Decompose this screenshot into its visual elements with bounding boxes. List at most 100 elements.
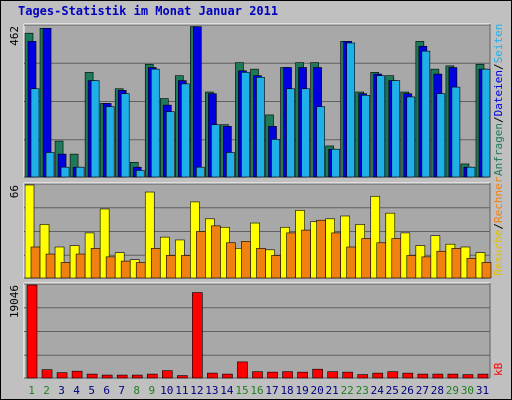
bar-kb-day-19 <box>297 371 308 379</box>
x-tick-label-day-9: 9 <box>148 384 155 397</box>
bar-kb-day-15 <box>237 361 248 379</box>
bar-kb-day-5 <box>86 373 98 379</box>
x-tick-label-day-30: 30 <box>461 384 474 397</box>
bar-seiten-day-3 <box>60 166 70 178</box>
bar-rechner-day-26 <box>406 255 417 279</box>
bar-seiten-day-7 <box>120 93 130 178</box>
bar-seiten-day-31 <box>481 68 491 178</box>
bar-seiten-day-30 <box>466 166 476 178</box>
bar-kb-day-22 <box>342 371 353 379</box>
legend-top-series: Anfragen/Dateien/Seiten <box>492 24 505 176</box>
bar-kb-day-27 <box>417 373 429 379</box>
bar-kb-day-24 <box>372 372 384 379</box>
bar-rechner-day-17 <box>271 255 281 279</box>
x-tick-label-day-16: 16 <box>250 384 263 397</box>
bar-rechner-day-11 <box>181 255 191 279</box>
bar-rechner-day-6 <box>105 256 116 279</box>
bar-kb-day-11 <box>177 375 188 379</box>
bar-rechner-day-31 <box>481 262 492 279</box>
x-tick-label-day-7: 7 <box>118 384 125 397</box>
bar-kb-day-1 <box>26 284 38 379</box>
bar-seiten-day-25 <box>391 80 401 178</box>
bar-rechner-day-21 <box>331 232 341 279</box>
bar-seiten-day-26 <box>406 96 416 178</box>
x-tick-label-day-27: 27 <box>416 384 429 397</box>
x-tick-label-day-29: 29 <box>446 384 459 397</box>
x-tick-label-day-5: 5 <box>88 384 95 397</box>
bar-rechner-day-23 <box>361 238 372 279</box>
bar-seiten-day-2 <box>45 152 55 178</box>
bar-rechner-day-10 <box>165 255 176 279</box>
panel-bottom-background <box>24 283 490 378</box>
bar-kb-day-12 <box>192 292 203 379</box>
x-tick-label-day-25: 25 <box>386 384 399 397</box>
bar-rechner-day-18 <box>286 232 296 279</box>
bar-rechner-day-1 <box>30 246 41 279</box>
bar-seiten-day-21 <box>331 148 340 178</box>
bar-kb-day-2 <box>41 369 53 379</box>
bar-seiten-day-22 <box>346 42 355 178</box>
bar-besuche-day-24 <box>370 195 381 279</box>
bar-seiten-day-19 <box>301 88 310 178</box>
bar-kb-day-17 <box>267 371 278 379</box>
x-tick-label-day-2: 2 <box>43 384 50 397</box>
bar-besuche-day-6 <box>99 208 110 279</box>
bar-seiten-day-12 <box>196 166 205 178</box>
bar-seiten-day-10 <box>165 111 175 178</box>
bar-rechner-day-9 <box>150 248 161 279</box>
x-tick-label-day-26: 26 <box>401 384 414 397</box>
bar-rechner-day-4 <box>75 253 86 279</box>
panel-middle-ymax-label: 66 <box>8 185 21 198</box>
bar-seiten-day-18 <box>286 88 295 178</box>
x-tick-label-day-10: 10 <box>160 384 173 397</box>
bar-rechner-day-16 <box>256 248 266 279</box>
bar-seiten-day-6 <box>105 106 115 178</box>
bar-rechner-day-20 <box>316 219 326 279</box>
bar-kb-day-6 <box>101 374 113 379</box>
bar-rechner-day-28 <box>436 250 447 279</box>
x-tick-label-day-3: 3 <box>58 384 65 397</box>
x-tick-label-day-6: 6 <box>103 384 110 397</box>
bar-rechner-day-25 <box>391 238 402 279</box>
bar-kb-day-28 <box>432 373 444 379</box>
bar-seiten-day-17 <box>271 139 280 178</box>
bar-seiten-day-4 <box>75 166 85 178</box>
bar-seiten-day-14 <box>226 152 235 178</box>
bar-rechner-day-8 <box>135 262 146 279</box>
legend-bottom-series: kB <box>492 362 505 376</box>
bar-seiten-day-11 <box>181 83 190 178</box>
legend-middle-series: Besuche/Rechner <box>492 176 505 276</box>
bar-rechner-day-22 <box>346 246 356 279</box>
x-tick-label-day-4: 4 <box>73 384 80 397</box>
x-tick-label-day-17: 17 <box>265 384 278 397</box>
x-tick-label-day-28: 28 <box>431 384 444 397</box>
bar-seiten-day-1 <box>30 88 40 178</box>
x-tick-label-day-11: 11 <box>175 384 188 397</box>
bar-kb-day-3 <box>56 372 68 379</box>
x-tick-label-day-13: 13 <box>205 384 218 397</box>
bar-kb-day-9 <box>146 373 158 379</box>
bar-kb-day-13 <box>207 372 218 379</box>
bar-kb-day-8 <box>131 374 143 379</box>
bar-kb-day-18 <box>282 371 293 379</box>
bar-rechner-day-27 <box>421 256 432 279</box>
bar-seiten-day-27 <box>421 50 431 178</box>
x-tick-label-day-20: 20 <box>311 384 324 397</box>
bar-seiten-day-24 <box>376 75 386 178</box>
bar-kb-day-20 <box>312 368 323 379</box>
bar-rechner-day-5 <box>90 248 101 279</box>
bar-besuche-day-1 <box>24 184 35 279</box>
bar-kb-day-25 <box>387 371 399 379</box>
x-tick-label-day-21: 21 <box>326 384 339 397</box>
bar-besuche-day-9 <box>144 191 155 279</box>
bar-seiten-day-8 <box>135 170 145 178</box>
x-tick-label-day-22: 22 <box>341 384 354 397</box>
x-tick-label-day-19: 19 <box>295 384 308 397</box>
bar-kb-day-14 <box>222 373 233 379</box>
bar-seiten-day-28 <box>436 93 446 178</box>
bar-seiten-day-16 <box>256 77 265 178</box>
x-tick-label-day-12: 12 <box>190 384 203 397</box>
bar-rechner-day-19 <box>301 229 311 279</box>
bar-rechner-day-30 <box>466 257 477 279</box>
